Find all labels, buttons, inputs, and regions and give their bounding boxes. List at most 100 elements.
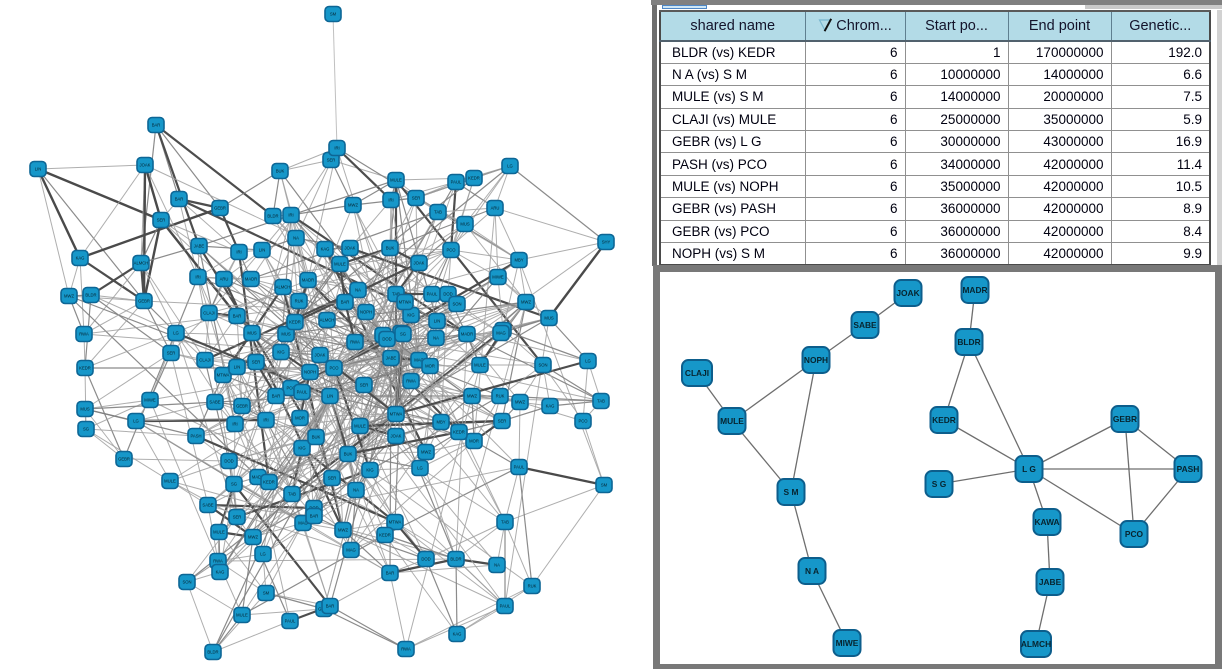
svg-text:PAUL: PAUL xyxy=(451,180,462,185)
svg-text:PCO: PCO xyxy=(578,419,588,424)
svg-text:PCO: PCO xyxy=(329,366,339,371)
svg-text:JOAK: JOAK xyxy=(896,288,919,298)
svg-text:L G: L G xyxy=(1022,464,1036,474)
svg-text:MWZ: MWZ xyxy=(521,300,531,305)
svg-text:MIWE: MIWE xyxy=(836,638,859,648)
svg-text:LG: LG xyxy=(417,466,423,471)
svg-text:GEBR: GEBR xyxy=(1113,414,1137,424)
svg-text:ALMCH: ALMCH xyxy=(1021,639,1051,649)
svg-text:JOAK: JOAK xyxy=(391,434,402,439)
svg-text:BLDR: BLDR xyxy=(85,293,96,298)
svg-text:RUK: RUK xyxy=(295,299,304,304)
svg-text:SON: SON xyxy=(182,580,191,585)
svg-text:MULE: MULE xyxy=(164,479,176,484)
svg-text:SABE: SABE xyxy=(209,400,220,405)
svg-text:BUK: BUK xyxy=(344,452,353,457)
svg-text:BAR: BAR xyxy=(326,604,335,609)
svg-text:DOD: DOD xyxy=(421,557,430,562)
svg-text:SHY: SHY xyxy=(602,240,611,245)
svg-text:MUS: MUS xyxy=(544,316,554,321)
svg-text:MTWA: MTWA xyxy=(217,373,230,378)
svg-text:MWZ: MWZ xyxy=(248,535,258,540)
svg-text:MWZ: MWZ xyxy=(348,203,358,208)
svg-text:KEDR: KEDR xyxy=(289,320,301,325)
svg-text:ARU: ARU xyxy=(491,206,500,211)
svg-text:BLDR: BLDR xyxy=(450,557,461,562)
svg-text:RWA: RWA xyxy=(401,647,411,652)
svg-text:PCO: PCO xyxy=(1125,529,1144,539)
svg-text:MADR: MADR xyxy=(302,278,314,283)
svg-text:MUS: MUS xyxy=(247,331,257,336)
svg-text:TAB: TAB xyxy=(392,292,400,297)
svg-text:MULE: MULE xyxy=(390,178,402,183)
svg-text:NA: NA xyxy=(355,288,361,293)
svg-text:GEBR: GEBR xyxy=(118,457,130,462)
svg-text:IRI: IRI xyxy=(334,146,339,151)
svg-text:SER: SER xyxy=(157,218,166,223)
svg-text:SER: SER xyxy=(412,196,421,201)
svg-text:KAWA: KAWA xyxy=(1034,517,1059,527)
svg-text:PAUL: PAUL xyxy=(285,619,296,624)
svg-text:SM: SM xyxy=(263,591,270,596)
svg-text:RWA: RWA xyxy=(406,379,416,384)
svg-text:KEDR: KEDR xyxy=(453,430,465,435)
svg-text:LG: LG xyxy=(260,552,266,557)
svg-text:CLAJI: CLAJI xyxy=(685,368,709,378)
svg-text:SER: SER xyxy=(233,515,242,520)
svg-text:TAB: TAB xyxy=(288,492,296,497)
svg-text:IRI: IRI xyxy=(263,418,268,423)
svg-text:MUS: MUS xyxy=(80,407,90,412)
svg-text:GEBR: GEBR xyxy=(214,206,226,211)
svg-text:ALMCH: ALMCH xyxy=(320,318,335,323)
svg-text:MOR: MOR xyxy=(295,416,305,421)
svg-text:MAG: MAG xyxy=(346,548,356,553)
svg-text:SG: SG xyxy=(400,332,406,337)
svg-text:LIN: LIN xyxy=(259,248,266,253)
svg-text:NA: NA xyxy=(494,563,500,568)
svg-text:SON: SON xyxy=(538,363,547,368)
svg-text:KAG: KAG xyxy=(453,632,462,637)
svg-text:SM: SM xyxy=(330,12,337,17)
svg-text:MUS: MUS xyxy=(460,222,470,227)
svg-text:LIN: LIN xyxy=(434,319,441,324)
svg-text:PAUL: PAUL xyxy=(514,465,525,470)
svg-text:BAR: BAR xyxy=(175,197,184,202)
svg-text:SABE: SABE xyxy=(853,320,877,330)
svg-text:MADR: MADR xyxy=(962,285,987,295)
svg-text:BLDR: BLDR xyxy=(267,214,278,219)
svg-text:MOR: MOR xyxy=(469,439,479,444)
svg-text:MWZ: MWZ xyxy=(338,528,348,533)
svg-text:RWA: RWA xyxy=(213,559,223,564)
svg-text:SER: SER xyxy=(498,419,507,424)
svg-text:KEDR: KEDR xyxy=(79,366,91,371)
svg-text:MIWE: MIWE xyxy=(492,275,504,280)
svg-text:MWZ: MWZ xyxy=(64,294,74,299)
svg-text:SON: SON xyxy=(452,302,461,307)
svg-text:MADR: MADR xyxy=(461,332,473,337)
svg-text:CLAJI: CLAJI xyxy=(199,358,210,363)
svg-text:CLAJI: CLAJI xyxy=(203,311,214,316)
svg-text:SER: SER xyxy=(360,383,369,388)
svg-text:MULE: MULE xyxy=(720,416,744,426)
svg-text:PAUL: PAUL xyxy=(500,604,511,609)
svg-text:NA: NA xyxy=(433,336,439,341)
svg-text:BAR: BAR xyxy=(386,571,395,576)
svg-text:NOPH: NOPH xyxy=(360,310,372,315)
svg-text:JOAK: JOAK xyxy=(414,261,425,266)
svg-text:SG: SG xyxy=(83,427,89,432)
svg-text:MWZ: MWZ xyxy=(515,400,525,405)
svg-text:SER: SER xyxy=(327,158,336,163)
svg-text:MBY: MBY xyxy=(514,258,523,263)
svg-text:TAB: TAB xyxy=(597,399,605,404)
svg-text:JOAK: JOAK xyxy=(140,163,151,168)
svg-text:IRI: IRI xyxy=(236,250,241,255)
svg-text:ALMCH: ALMCH xyxy=(276,285,291,290)
svg-text:MULE: MULE xyxy=(354,424,366,429)
svg-text:BLDR: BLDR xyxy=(207,650,218,655)
svg-text:SABE: SABE xyxy=(202,503,213,508)
svg-text:PCO: PCO xyxy=(446,248,456,253)
svg-text:IRI: IRI xyxy=(195,275,200,280)
svg-text:SM: SM xyxy=(601,483,608,488)
svg-text:PAUL: PAUL xyxy=(427,292,438,297)
svg-text:DOD: DOD xyxy=(224,459,233,464)
